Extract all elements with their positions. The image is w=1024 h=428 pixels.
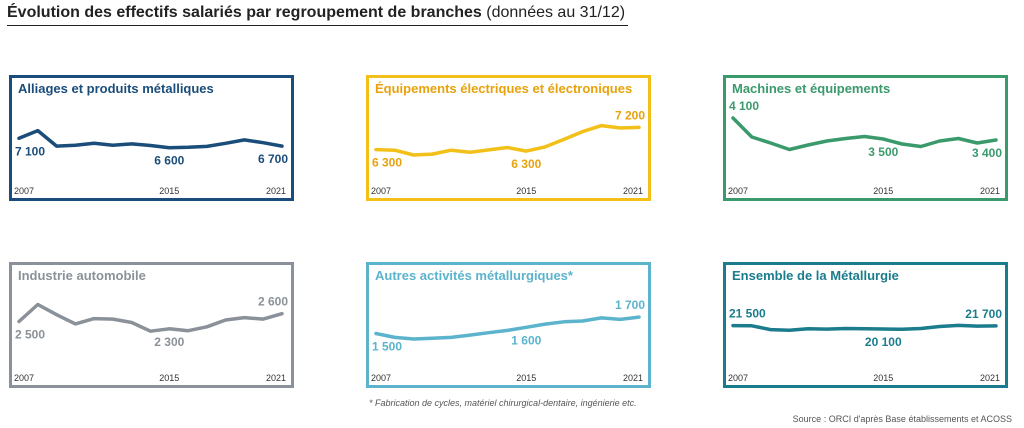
chart-panel-machines: Machines et équipements 4 100 3 500 3 400 2… (723, 75, 1008, 201)
chart-svg: 7 100 6 600 6 700 2007 2015 2021 (14, 128, 288, 196)
x-tick-label: 2021 (266, 186, 286, 196)
series-line (731, 323, 998, 333)
chart-title: Industrie automobile (18, 268, 146, 283)
x-tick-label: 2021 (623, 186, 643, 196)
chart-svg: 6 300 6 300 7 200 2007 2015 2021 (371, 108, 645, 196)
x-tick-label: 2015 (159, 186, 179, 196)
x-tick-label: 2007 (14, 373, 34, 383)
data-label: 6 300 (511, 157, 541, 171)
data-label: 3 400 (972, 146, 1002, 160)
page-title-main: Évolution des effectifs salariés par reg… (7, 4, 482, 21)
data-label: 2 300 (154, 335, 184, 349)
chart-title: Autres activités métallurgiques* (375, 268, 573, 283)
x-tick-label: 2007 (371, 186, 391, 196)
chart-panel-ensemble: Ensemble de la Métallurgie 21 500 20 100 2… (723, 262, 1008, 388)
x-tick-label: 2015 (516, 373, 536, 383)
chart-title: Machines et équipements (732, 81, 891, 96)
data-label: 6 700 (258, 152, 288, 166)
x-tick-label: 2007 (371, 373, 391, 383)
x-tick-label: 2007 (728, 373, 748, 383)
x-tick-label: 2021 (623, 373, 643, 383)
chart-svg: 2 500 2 300 2 600 2007 2015 2021 (14, 295, 288, 383)
x-tick-label: 2015 (873, 186, 893, 196)
x-tick-label: 2015 (159, 373, 179, 383)
data-label: 7 100 (15, 144, 45, 158)
page-title: Évolution des effectifs salariés par reg… (7, 4, 625, 22)
chart-title: Alliages et produits métalliques (18, 81, 214, 96)
data-label: 21 700 (965, 307, 1002, 321)
series-line (374, 123, 641, 157)
chart-svg: 21 500 20 100 21 700 2007 2015 2021 (728, 307, 1002, 383)
series-line (374, 315, 641, 341)
data-label: 6 600 (154, 154, 184, 168)
series-line (17, 302, 284, 333)
data-label: 7 200 (615, 108, 645, 122)
chart-svg: 1 500 1 600 1 700 2007 2015 2021 (371, 298, 645, 383)
chart-panel-automobile: Industrie automobile 2 500 2 300 2 600 2007… (9, 262, 294, 388)
data-label: 1 500 (372, 340, 402, 354)
data-label: 4 100 (729, 99, 759, 113)
x-tick-label: 2015 (516, 186, 536, 196)
chart-svg: 4 100 3 500 3 400 2007 2015 2021 (728, 99, 1002, 196)
data-label: 3 500 (868, 145, 898, 159)
series-line (731, 116, 998, 152)
data-label: 2 500 (15, 327, 45, 341)
data-label: 21 500 (729, 307, 766, 321)
chart-title: Ensemble de la Métallurgie (732, 268, 899, 283)
series-line (17, 128, 284, 150)
data-label: 20 100 (865, 335, 902, 349)
x-tick-label: 2021 (980, 186, 1000, 196)
chart-panel-autres: Autres activités métallurgiques* 1 500 1 … (366, 262, 651, 388)
data-label: 6 300 (372, 156, 402, 170)
x-tick-label: 2007 (14, 186, 34, 196)
data-label: 1 700 (615, 298, 645, 312)
chart-title: Équipements électriques et électroniques (375, 81, 633, 96)
data-label: 1 600 (511, 333, 541, 347)
footnote: * Fabrication de cycles, matériel chirur… (369, 398, 637, 408)
chart-panel-equipements-electriques: Équipements électriques et électroniques… (366, 75, 651, 201)
x-tick-label: 2021 (980, 373, 1000, 383)
source-note: Source : ORCI d'après Base établissement… (792, 414, 1012, 424)
title-underline (7, 25, 628, 26)
x-tick-label: 2021 (266, 373, 286, 383)
x-tick-label: 2007 (728, 186, 748, 196)
chart-panel-alliages: Alliages et produits métalliques 7 100 6 … (9, 75, 294, 201)
data-label: 2 600 (258, 295, 288, 309)
x-tick-label: 2015 (873, 373, 893, 383)
page-title-subtitle: (données au 31/12) (486, 4, 626, 21)
